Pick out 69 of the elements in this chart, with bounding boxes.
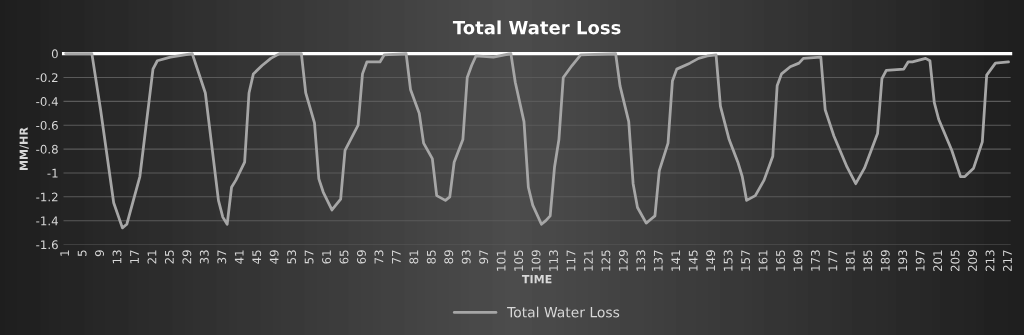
x-tick-label: 81 — [409, 250, 419, 264]
y-tick-label: -1.2 — [36, 192, 58, 202]
x-tick-label: 37 — [217, 250, 227, 264]
x-tick-label: 53 — [287, 250, 297, 264]
x-tick-label: 161 — [758, 250, 768, 271]
y-tick-label: -1.4 — [36, 216, 58, 226]
x-tick-label: 9 — [95, 250, 105, 257]
x-axis-title: TIME — [521, 275, 552, 284]
x-tick-label: 13 — [112, 250, 122, 264]
x-tick-label: 217 — [1003, 250, 1012, 272]
x-tick-label: 77 — [392, 250, 401, 264]
x-tick-label: 125 — [601, 250, 611, 271]
y-tick-label: -0.2 — [36, 73, 58, 83]
x-tick-label: 177 — [828, 250, 838, 271]
x-tick-label: 173 — [810, 250, 820, 271]
x-tick-label: 129 — [618, 250, 628, 271]
x-tick-label: 73 — [374, 250, 384, 264]
x-tick-label: 85 — [426, 250, 436, 264]
x-tick-label: 157 — [741, 250, 751, 271]
y-tick-label: -1 — [47, 168, 58, 178]
y-tick-label: 0 — [51, 49, 58, 59]
x-tick-label: 205 — [950, 250, 960, 272]
x-tick-label: 133 — [636, 250, 646, 271]
x-tick-label: 137 — [653, 250, 663, 271]
x-tick-label: 165 — [776, 250, 785, 271]
x-tick-label: 169 — [793, 250, 803, 271]
y-tick-label: -0.8 — [36, 144, 58, 154]
x-tick-label: 185 — [863, 250, 873, 271]
x-tick-label: 109 — [531, 250, 541, 271]
x-tick-label: 65 — [339, 250, 349, 264]
x-tick-label: 209 — [968, 250, 978, 272]
x-tick-label: 153 — [723, 250, 733, 271]
x-tick-label: 97 — [479, 250, 489, 264]
x-tick-label: 105 — [514, 250, 524, 271]
y-tick-label: -1.6 — [36, 240, 58, 250]
x-tick-label: 189 — [880, 250, 890, 271]
x-tick-label: 69 — [356, 250, 366, 264]
x-tick-label: 141 — [671, 250, 681, 271]
x-tick-label: 213 — [985, 250, 995, 272]
x-tick-label: 149 — [706, 250, 716, 271]
x-tick-label: 93 — [461, 250, 471, 264]
x-tick-label: 45 — [252, 250, 262, 264]
x-tick-label: 117 — [566, 250, 576, 271]
y-axis-title: MM/HR — [19, 127, 29, 171]
x-tick-label: 181 — [845, 250, 855, 271]
x-tick-label: 21 — [147, 250, 157, 264]
x-tick-label: 41 — [234, 250, 244, 264]
x-tick-label: 17 — [130, 250, 139, 264]
line-series — [64, 52, 1010, 230]
x-tick-label: 193 — [898, 250, 908, 271]
y-tick-label: -0.4 — [36, 97, 58, 106]
x-tick-label: 61 — [322, 250, 331, 264]
x-tick-label: 197 — [915, 250, 925, 271]
chart-title: Total Water Loss — [452, 20, 621, 35]
x-tick-label: 29 — [182, 250, 192, 264]
x-tick-label: 121 — [583, 250, 593, 271]
x-tick-label: 89 — [444, 250, 454, 264]
x-tick-label: 25 — [164, 250, 174, 264]
x-tick-label: 5 — [77, 250, 87, 257]
y-tick-label: -0.6 — [36, 120, 58, 130]
x-tick-label: 49 — [269, 250, 279, 264]
x-tick-label: 33 — [199, 250, 209, 264]
x-tick-label: 57 — [304, 250, 314, 264]
legend-label: Total Water Loss — [507, 306, 620, 318]
x-tick-label: 1 — [60, 250, 69, 256]
x-tick-label: 201 — [933, 250, 943, 272]
x-tick-label: 145 — [688, 250, 698, 271]
x-tick-label: 101 — [496, 250, 506, 271]
x-tick-label: 113 — [549, 250, 558, 271]
